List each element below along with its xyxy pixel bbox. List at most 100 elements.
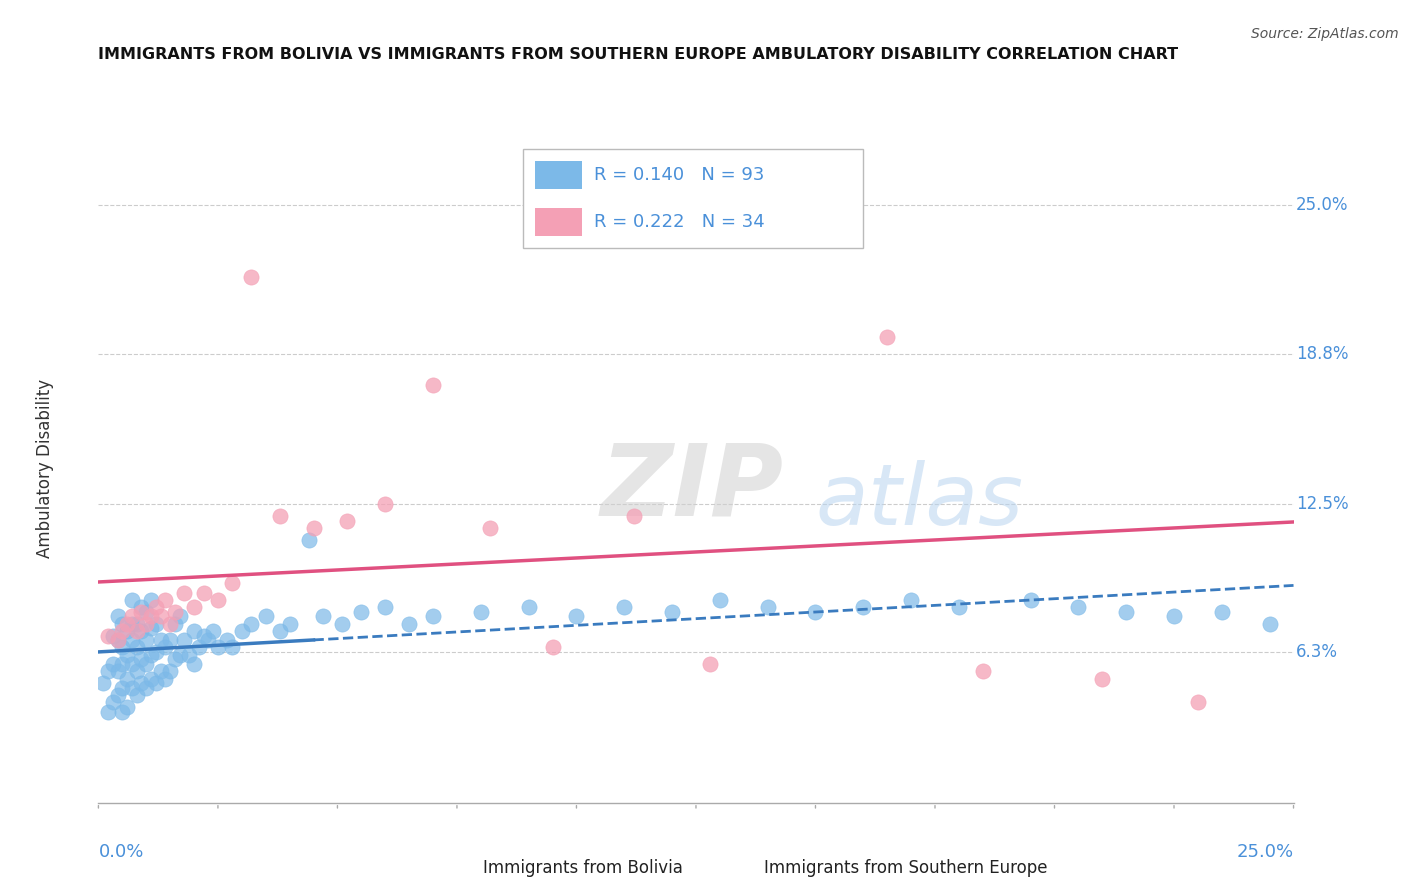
Point <box>1258 616 1281 631</box>
FancyBboxPatch shape <box>439 860 475 880</box>
Text: 6.3%: 6.3% <box>1296 643 1339 661</box>
Point <box>1163 609 1185 624</box>
Text: ZIP: ZIP <box>600 440 783 537</box>
Point <box>173 585 195 599</box>
Point <box>107 633 129 648</box>
Point <box>135 657 157 672</box>
FancyBboxPatch shape <box>720 860 756 880</box>
Point <box>145 645 167 659</box>
Point <box>125 616 148 631</box>
Point <box>1115 605 1137 619</box>
Point <box>121 592 143 607</box>
Point <box>278 616 301 631</box>
Point <box>121 616 143 631</box>
Point <box>111 705 134 719</box>
Point <box>145 616 167 631</box>
Point <box>852 599 875 614</box>
Point <box>131 599 153 614</box>
Point <box>155 640 177 655</box>
Point <box>139 648 162 662</box>
Point <box>111 640 134 655</box>
Point <box>269 624 291 638</box>
Point <box>794 186 817 201</box>
Point <box>139 672 162 686</box>
Point <box>183 657 205 672</box>
Point <box>709 592 731 607</box>
Point <box>159 665 181 679</box>
Point <box>479 521 502 535</box>
Point <box>1187 696 1209 710</box>
Text: 12.5%: 12.5% <box>1296 495 1348 513</box>
Text: 18.8%: 18.8% <box>1296 344 1348 363</box>
Point <box>221 576 243 591</box>
Point <box>115 648 138 662</box>
Text: Source: ZipAtlas.com: Source: ZipAtlas.com <box>1251 27 1399 41</box>
Point <box>1019 592 1042 607</box>
Point <box>135 605 157 619</box>
Point <box>139 609 162 624</box>
Point <box>111 624 134 638</box>
Text: Immigrants from Bolivia: Immigrants from Bolivia <box>484 859 683 878</box>
Point <box>115 672 138 686</box>
Text: R = 0.222   N = 34: R = 0.222 N = 34 <box>595 213 765 231</box>
Point <box>145 599 167 614</box>
Text: atlas: atlas <box>815 460 1024 543</box>
Point <box>107 665 129 679</box>
Point <box>240 616 263 631</box>
FancyBboxPatch shape <box>523 149 863 248</box>
Point <box>217 633 239 648</box>
Point <box>159 633 181 648</box>
Point <box>197 633 219 648</box>
Point <box>163 616 186 631</box>
Point <box>107 688 129 702</box>
Point <box>1211 605 1233 619</box>
Point <box>107 609 129 624</box>
Point <box>193 628 215 642</box>
Point <box>221 640 243 655</box>
Point <box>336 514 359 528</box>
Point <box>121 681 143 695</box>
Point <box>422 609 444 624</box>
Point <box>565 609 588 624</box>
Point <box>101 628 124 642</box>
Point <box>298 533 321 547</box>
Point <box>111 657 134 672</box>
Point <box>470 605 492 619</box>
Point <box>948 599 970 614</box>
Point <box>159 616 181 631</box>
Point <box>111 681 134 695</box>
Point <box>135 633 157 648</box>
Point <box>115 700 138 714</box>
Point <box>517 599 540 614</box>
Point <box>125 688 148 702</box>
Point <box>398 616 420 631</box>
Point <box>121 633 143 648</box>
Text: Ambulatory Disability: Ambulatory Disability <box>35 379 53 558</box>
Point <box>111 616 134 631</box>
Point <box>115 624 138 638</box>
Point <box>623 509 645 524</box>
Point <box>254 609 277 624</box>
Point <box>149 665 172 679</box>
Point <box>149 609 172 624</box>
Point <box>183 599 205 614</box>
Point <box>876 330 898 344</box>
Point <box>125 624 148 638</box>
Point <box>131 652 153 666</box>
Point <box>374 497 396 511</box>
FancyBboxPatch shape <box>534 161 582 189</box>
Point <box>125 665 148 679</box>
Text: 25.0%: 25.0% <box>1296 196 1348 214</box>
Point <box>131 605 153 619</box>
Point <box>135 616 157 631</box>
Point <box>900 592 922 607</box>
Point <box>541 640 564 655</box>
Point <box>121 609 143 624</box>
Point <box>699 657 721 672</box>
Point <box>374 599 396 614</box>
Point <box>107 633 129 648</box>
Point <box>269 509 291 524</box>
Point <box>155 672 177 686</box>
Point <box>207 592 229 607</box>
Point <box>613 599 636 614</box>
